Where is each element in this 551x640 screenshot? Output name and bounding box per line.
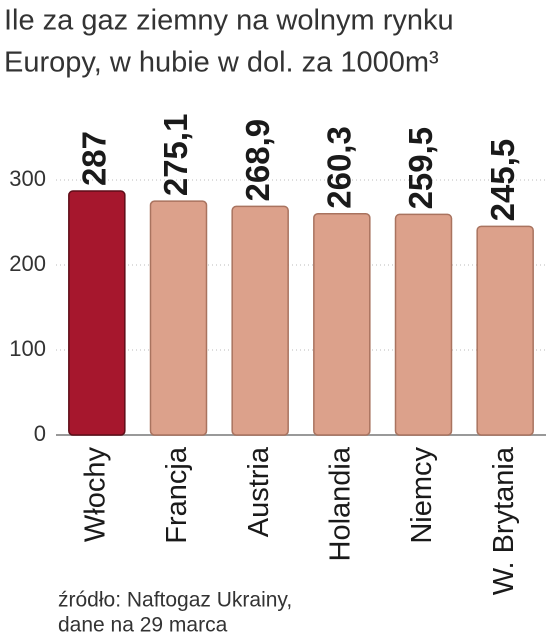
- x-tick-label: Francja: [161, 446, 193, 544]
- x-tick-label: W. Brytania: [488, 446, 520, 595]
- value-label: 260,3: [321, 126, 358, 209]
- value-label: 287: [76, 131, 113, 186]
- chart-title: Ile za gaz ziemny na wolnym rynku: [4, 5, 454, 37]
- source: źródło: Naftogaz Ukrainy,: [58, 589, 292, 612]
- bar: [394, 213, 453, 436]
- x-tick-label: Austria: [243, 446, 275, 537]
- y-tick-label: 0: [34, 421, 46, 446]
- bar: [476, 225, 534, 436]
- bar: [149, 200, 208, 436]
- bar: [68, 190, 126, 436]
- value-label: 245,5: [484, 139, 521, 222]
- y-tick-label: 300: [9, 166, 46, 191]
- value-label: 268,9: [239, 119, 276, 202]
- y-tick-label: 100: [9, 336, 46, 361]
- y-tick-label: 200: [9, 251, 46, 276]
- x-tick-label: Niemcy: [406, 447, 438, 544]
- x-tick-label: Włochy: [79, 447, 111, 543]
- bar: [313, 212, 371, 436]
- value-label: 259,5: [402, 127, 439, 210]
- chart-title: Europy, w hubie w dol. za 1000m³: [4, 47, 439, 79]
- value-label: 275,1: [157, 114, 194, 197]
- x-tick-label: Holandia: [324, 446, 356, 561]
- bar: [231, 205, 289, 436]
- source: dane na 29 marca: [58, 614, 228, 637]
